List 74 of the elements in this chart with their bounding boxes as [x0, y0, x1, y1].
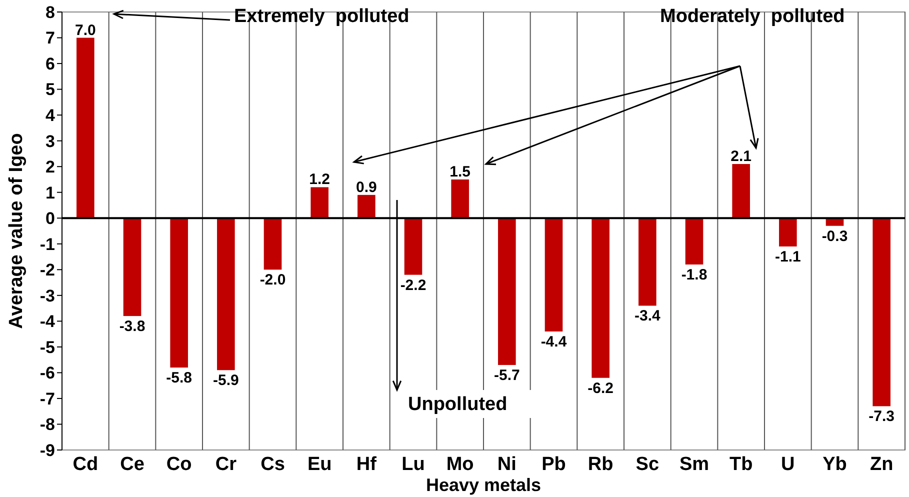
x-axis-title: Heavy metals [426, 475, 542, 495]
y-tick-label: -4 [40, 312, 56, 332]
x-tick-label: Sc [636, 454, 660, 475]
x-tick-label: Yb [822, 454, 847, 475]
bar [685, 218, 704, 264]
y-tick-label: -8 [40, 415, 55, 434]
data-label: 1.2 [309, 171, 330, 188]
data-label: -0.3 [822, 228, 848, 245]
y-tick-label: -2 [40, 260, 55, 280]
x-tick-label: Zn [870, 454, 894, 475]
data-label: 1.5 [450, 163, 471, 180]
data-label: -2.2 [400, 276, 426, 294]
bar [544, 218, 563, 332]
y-tick-label: 2 [46, 158, 55, 177]
data-label: -1.1 [774, 248, 801, 266]
x-tick-label: Mo [446, 454, 474, 475]
y-axis-title: Average value of Igeo [6, 133, 27, 329]
data-label: 0.9 [356, 178, 377, 196]
annotation: Unpolluted [408, 394, 508, 415]
bar [638, 218, 656, 306]
data-label: -5.7 [494, 366, 520, 384]
y-tick-label: -5 [40, 338, 55, 357]
data-label: -2.0 [260, 272, 286, 289]
x-tick-label: Ni [497, 454, 516, 475]
y-tick-label: -6 [40, 364, 55, 383]
bar [358, 194, 376, 218]
bar [404, 218, 422, 275]
y-tick-label: -9 [40, 440, 55, 460]
data-label: -6.2 [588, 380, 614, 397]
bar [592, 218, 610, 378]
y-tick-label: 4 [46, 106, 56, 126]
bar [170, 218, 188, 368]
bar [264, 218, 282, 270]
x-tick-label: Cs [260, 454, 285, 475]
y-tick-label: -1 [40, 234, 55, 254]
y-tick-label: 6 [46, 54, 55, 74]
data-label: -5.9 [212, 372, 239, 390]
y-tick-label: 1 [46, 183, 55, 202]
x-tick-label: Lu [402, 454, 425, 475]
x-tick-label: Ce [120, 454, 144, 475]
x-tick-label: Sm [679, 454, 710, 475]
data-label: -4.4 [540, 333, 568, 350]
bar [732, 164, 750, 218]
data-label: -7.3 [868, 408, 895, 426]
data-label: -3.4 [634, 308, 661, 325]
bar [76, 38, 94, 218]
data-label: -1.8 [681, 266, 708, 284]
y-tick-label: -3 [40, 286, 55, 306]
x-tick-label: Cr [215, 454, 238, 475]
y-tick-label: 0 [46, 209, 55, 228]
x-tick-label: Hf [356, 454, 378, 475]
x-tick-label: Eu [307, 454, 332, 475]
y-tick-label: -7 [40, 389, 55, 408]
bar [872, 218, 890, 406]
bar [310, 187, 328, 218]
data-label: 7.0 [74, 22, 96, 39]
data-label: -3.8 [119, 318, 146, 336]
y-tick-label: 8 [46, 2, 55, 22]
x-tick-label: Pb [542, 454, 566, 475]
x-tick-label: Tb [729, 454, 753, 475]
bar [123, 218, 142, 316]
bar [779, 218, 797, 246]
data-label: -5.8 [166, 370, 192, 387]
x-tick-label: Cd [72, 454, 98, 475]
x-tick-label: Rb [588, 454, 614, 475]
bar [451, 179, 469, 218]
y-tick-label: 7 [46, 28, 55, 48]
x-tick-label: Co [166, 454, 192, 475]
bar [498, 218, 516, 365]
bar [217, 218, 235, 370]
y-tick-label: 5 [46, 80, 55, 100]
x-tick-label: U [781, 454, 795, 475]
data-label: 2.1 [730, 148, 752, 166]
y-tick-label: 3 [46, 132, 55, 151]
